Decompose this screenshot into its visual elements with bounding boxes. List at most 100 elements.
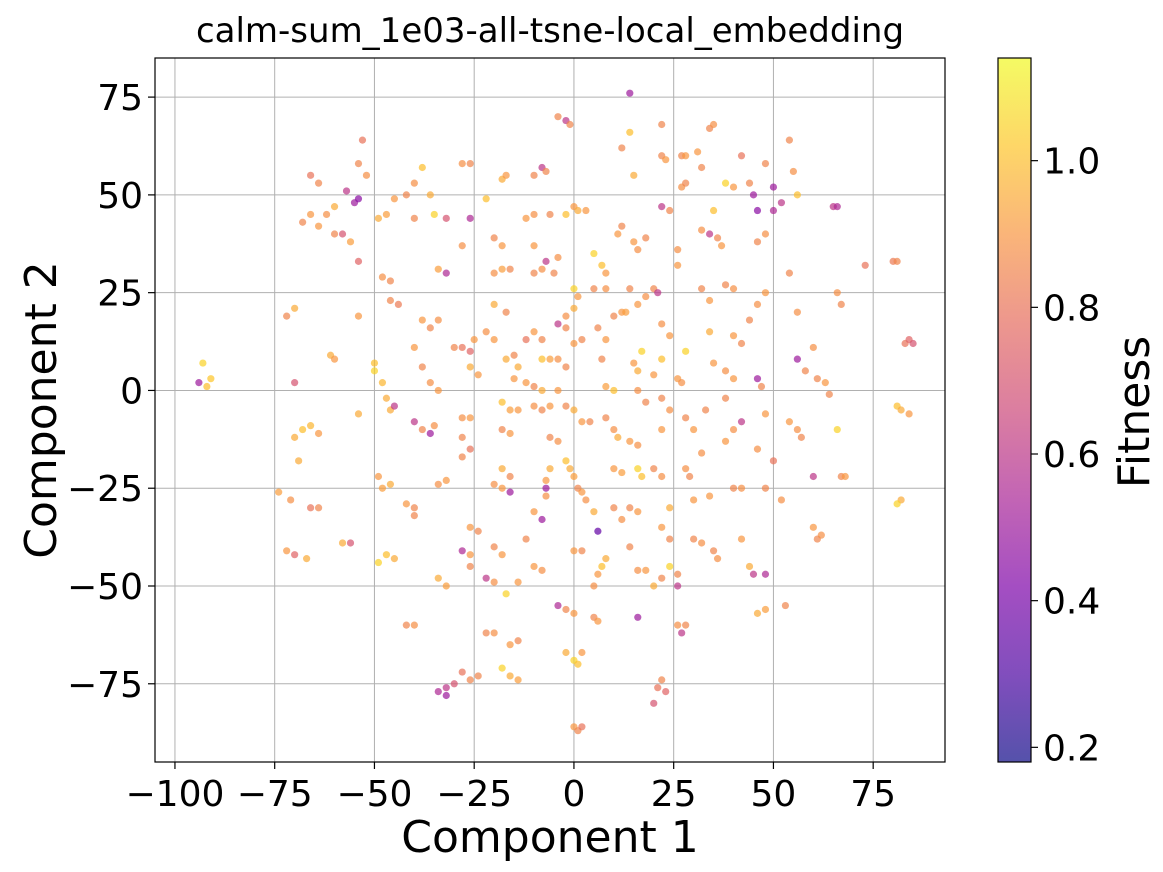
scatter-point xyxy=(630,238,638,246)
scatter-point xyxy=(861,261,869,269)
scatter-point xyxy=(634,246,642,254)
scatter-point xyxy=(458,414,466,422)
scatter-point xyxy=(522,336,530,344)
scatter-point xyxy=(402,621,410,629)
scatter-point xyxy=(666,535,674,543)
colorbar-tick-label: 0.2 xyxy=(1043,728,1100,769)
scatter-point xyxy=(482,629,490,637)
y-tick-label: 75 xyxy=(97,78,143,119)
x-tick-label: −50 xyxy=(336,774,412,815)
scatter-point xyxy=(530,210,538,219)
scatter-point xyxy=(522,214,530,222)
scatter-point xyxy=(753,375,762,383)
scatter-point xyxy=(682,152,690,160)
scatter-point xyxy=(674,246,682,254)
scatter-point xyxy=(737,152,746,160)
scatter-point xyxy=(618,222,626,230)
scatter-point xyxy=(199,359,207,367)
scatter-point xyxy=(777,496,786,504)
scatter-point xyxy=(570,285,578,293)
scatter-point xyxy=(378,379,387,387)
scatter-point xyxy=(490,269,498,277)
scatter-point xyxy=(634,441,642,449)
scatter-point xyxy=(658,355,666,363)
scatter-point xyxy=(666,206,674,215)
scatter-point xyxy=(275,488,283,496)
scatter-point xyxy=(498,664,506,672)
scatter-point xyxy=(833,425,841,434)
scatter-point xyxy=(498,465,506,473)
scatter-point xyxy=(498,265,506,273)
plot-frame xyxy=(154,57,946,763)
scatter-point xyxy=(314,179,323,187)
scatter-point xyxy=(502,590,510,598)
scatter-point xyxy=(466,160,474,168)
scatter-point xyxy=(394,300,402,308)
scatter-point xyxy=(566,465,574,473)
scatter-point xyxy=(598,355,606,363)
scatter-point xyxy=(702,406,710,414)
scatter-point xyxy=(574,292,582,301)
scatter-point xyxy=(338,230,347,238)
scatter-point xyxy=(893,500,901,508)
scatter-point xyxy=(650,371,658,379)
scatter-point xyxy=(482,195,490,203)
scatter-point xyxy=(542,167,550,176)
scatter-point xyxy=(793,308,801,316)
scatter-point xyxy=(474,672,482,680)
y-tick-label: 50 xyxy=(97,176,143,217)
scatter-point xyxy=(542,257,550,265)
scatter-point xyxy=(610,425,618,434)
scatter-point xyxy=(594,570,602,578)
scatter-point xyxy=(295,457,303,465)
scatter-point xyxy=(634,300,642,308)
x-tick-label: 25 xyxy=(651,774,697,815)
scatter-point xyxy=(442,684,450,692)
scatter-point xyxy=(386,480,395,488)
scatter-point xyxy=(737,535,746,543)
x-tick-label: −25 xyxy=(436,774,512,815)
scatter-point xyxy=(897,406,905,414)
scatter-point xyxy=(666,562,674,571)
scatter-point xyxy=(299,218,307,226)
scatter-point xyxy=(905,410,913,418)
scatter-point xyxy=(602,336,610,344)
scatter-point xyxy=(530,242,538,250)
scatter-point xyxy=(654,289,662,297)
scatter-point xyxy=(450,680,458,688)
scatter-point xyxy=(510,351,518,359)
scatter-point xyxy=(634,465,642,473)
scatter-point xyxy=(578,723,586,731)
scatter-point xyxy=(650,465,658,473)
scatter-point xyxy=(330,355,339,363)
scatter-point xyxy=(698,449,706,457)
scatter-point xyxy=(434,574,442,582)
scatter-point xyxy=(582,496,590,504)
colorbar-tick-label: 0.4 xyxy=(1043,582,1100,623)
scatter-point xyxy=(809,472,817,481)
y-tick-label: 25 xyxy=(97,274,143,315)
scatter-point xyxy=(749,570,758,578)
scatter-point xyxy=(354,312,363,320)
scatter-point xyxy=(283,547,291,555)
scatter-point xyxy=(506,488,514,496)
scatter-point xyxy=(650,699,658,707)
scatter-point xyxy=(434,688,442,696)
scatter-point xyxy=(458,453,466,461)
scatter-point xyxy=(658,472,666,481)
scatter-point xyxy=(374,214,383,222)
scatter-point xyxy=(717,242,726,250)
scatter-point xyxy=(626,89,634,97)
scatter-point xyxy=(642,566,650,574)
scatter-point xyxy=(777,199,786,207)
scatter-point xyxy=(410,504,418,512)
scatter-point xyxy=(682,179,690,187)
scatter-point xyxy=(817,531,825,539)
scatter-point xyxy=(634,613,642,621)
scatter-point xyxy=(358,136,367,144)
scatter-point xyxy=(322,210,331,219)
scatter-point xyxy=(490,300,498,308)
scatter-point xyxy=(498,551,506,559)
colorbar-gradient xyxy=(998,58,1031,762)
scatter-point xyxy=(370,367,379,375)
